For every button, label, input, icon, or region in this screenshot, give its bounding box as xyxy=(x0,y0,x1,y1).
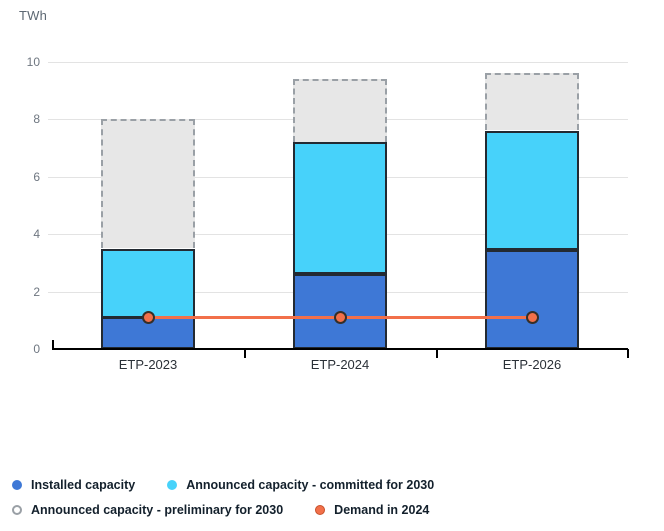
legend-label-demand: Demand in 2024 xyxy=(334,503,430,517)
y-axis-tick-label: 6 xyxy=(33,170,40,184)
y-axis-tick-label: 10 xyxy=(26,55,40,69)
bar-segment-installed-etp-2026 xyxy=(485,250,579,349)
legend-label-preliminary: Announced capacity - preliminary for 203… xyxy=(31,503,284,517)
demand-point xyxy=(526,311,539,324)
bar-segment-preliminary-etp-2024 xyxy=(293,79,387,142)
y-axis-tick-label: 8 xyxy=(33,112,40,126)
y-axis-stub xyxy=(52,340,54,349)
legend-label-installed: Installed capacity xyxy=(31,478,136,492)
legend-item-installed-capacity[interactable]: Installed capacity xyxy=(12,478,135,492)
x-axis-category-label: ETP-2023 xyxy=(118,357,178,372)
legend-item-announced-committed[interactable]: Announced capacity - committed for 2030 xyxy=(167,478,434,492)
chart-legend: Installed capacity Announced capacity - … xyxy=(12,478,434,517)
bar-segment-committed-etp-2023 xyxy=(101,249,195,318)
legend-row-1: Installed capacity Announced capacity - … xyxy=(12,478,434,492)
bar-segment-preliminary-etp-2026 xyxy=(485,73,579,130)
legend-swatch-committed-icon xyxy=(167,480,178,490)
y-axis-tick-label: 4 xyxy=(33,227,40,241)
x-axis-line xyxy=(52,348,628,350)
legend-row-2: Announced capacity - preliminary for 203… xyxy=(12,503,434,517)
legend-swatch-demand-icon xyxy=(315,505,326,515)
legend-item-announced-preliminary[interactable]: Announced capacity - preliminary for 203… xyxy=(12,503,283,517)
demand-point xyxy=(334,311,347,324)
gridline xyxy=(48,62,628,63)
demand-point xyxy=(142,311,155,324)
legend-item-demand-2024[interactable]: Demand in 2024 xyxy=(315,503,429,517)
y-axis-unit-label: TWh xyxy=(19,8,48,23)
x-axis-category-label: ETP-2026 xyxy=(502,357,562,372)
x-axis-category-label: ETP-2024 xyxy=(310,357,370,372)
bar-segment-committed-etp-2024 xyxy=(293,142,387,274)
x-axis-tick xyxy=(244,349,246,358)
legend-swatch-installed-icon xyxy=(12,480,22,490)
legend-label-committed: Announced capacity - committed for 2030 xyxy=(186,478,435,492)
bar-segment-preliminary-etp-2023 xyxy=(101,119,195,248)
x-axis-tick xyxy=(436,349,438,358)
legend-swatch-preliminary-icon xyxy=(12,505,22,515)
y-axis-tick-label: 0 xyxy=(33,342,40,356)
bar-segment-committed-etp-2026 xyxy=(485,131,579,250)
x-axis-end-tick xyxy=(627,349,629,358)
y-axis-tick-label: 2 xyxy=(33,285,40,299)
stacked-bar-chart: 0 2 4 6 8 10 ETP-2023 ETP-2024 ETP-2026 xyxy=(26,55,629,372)
